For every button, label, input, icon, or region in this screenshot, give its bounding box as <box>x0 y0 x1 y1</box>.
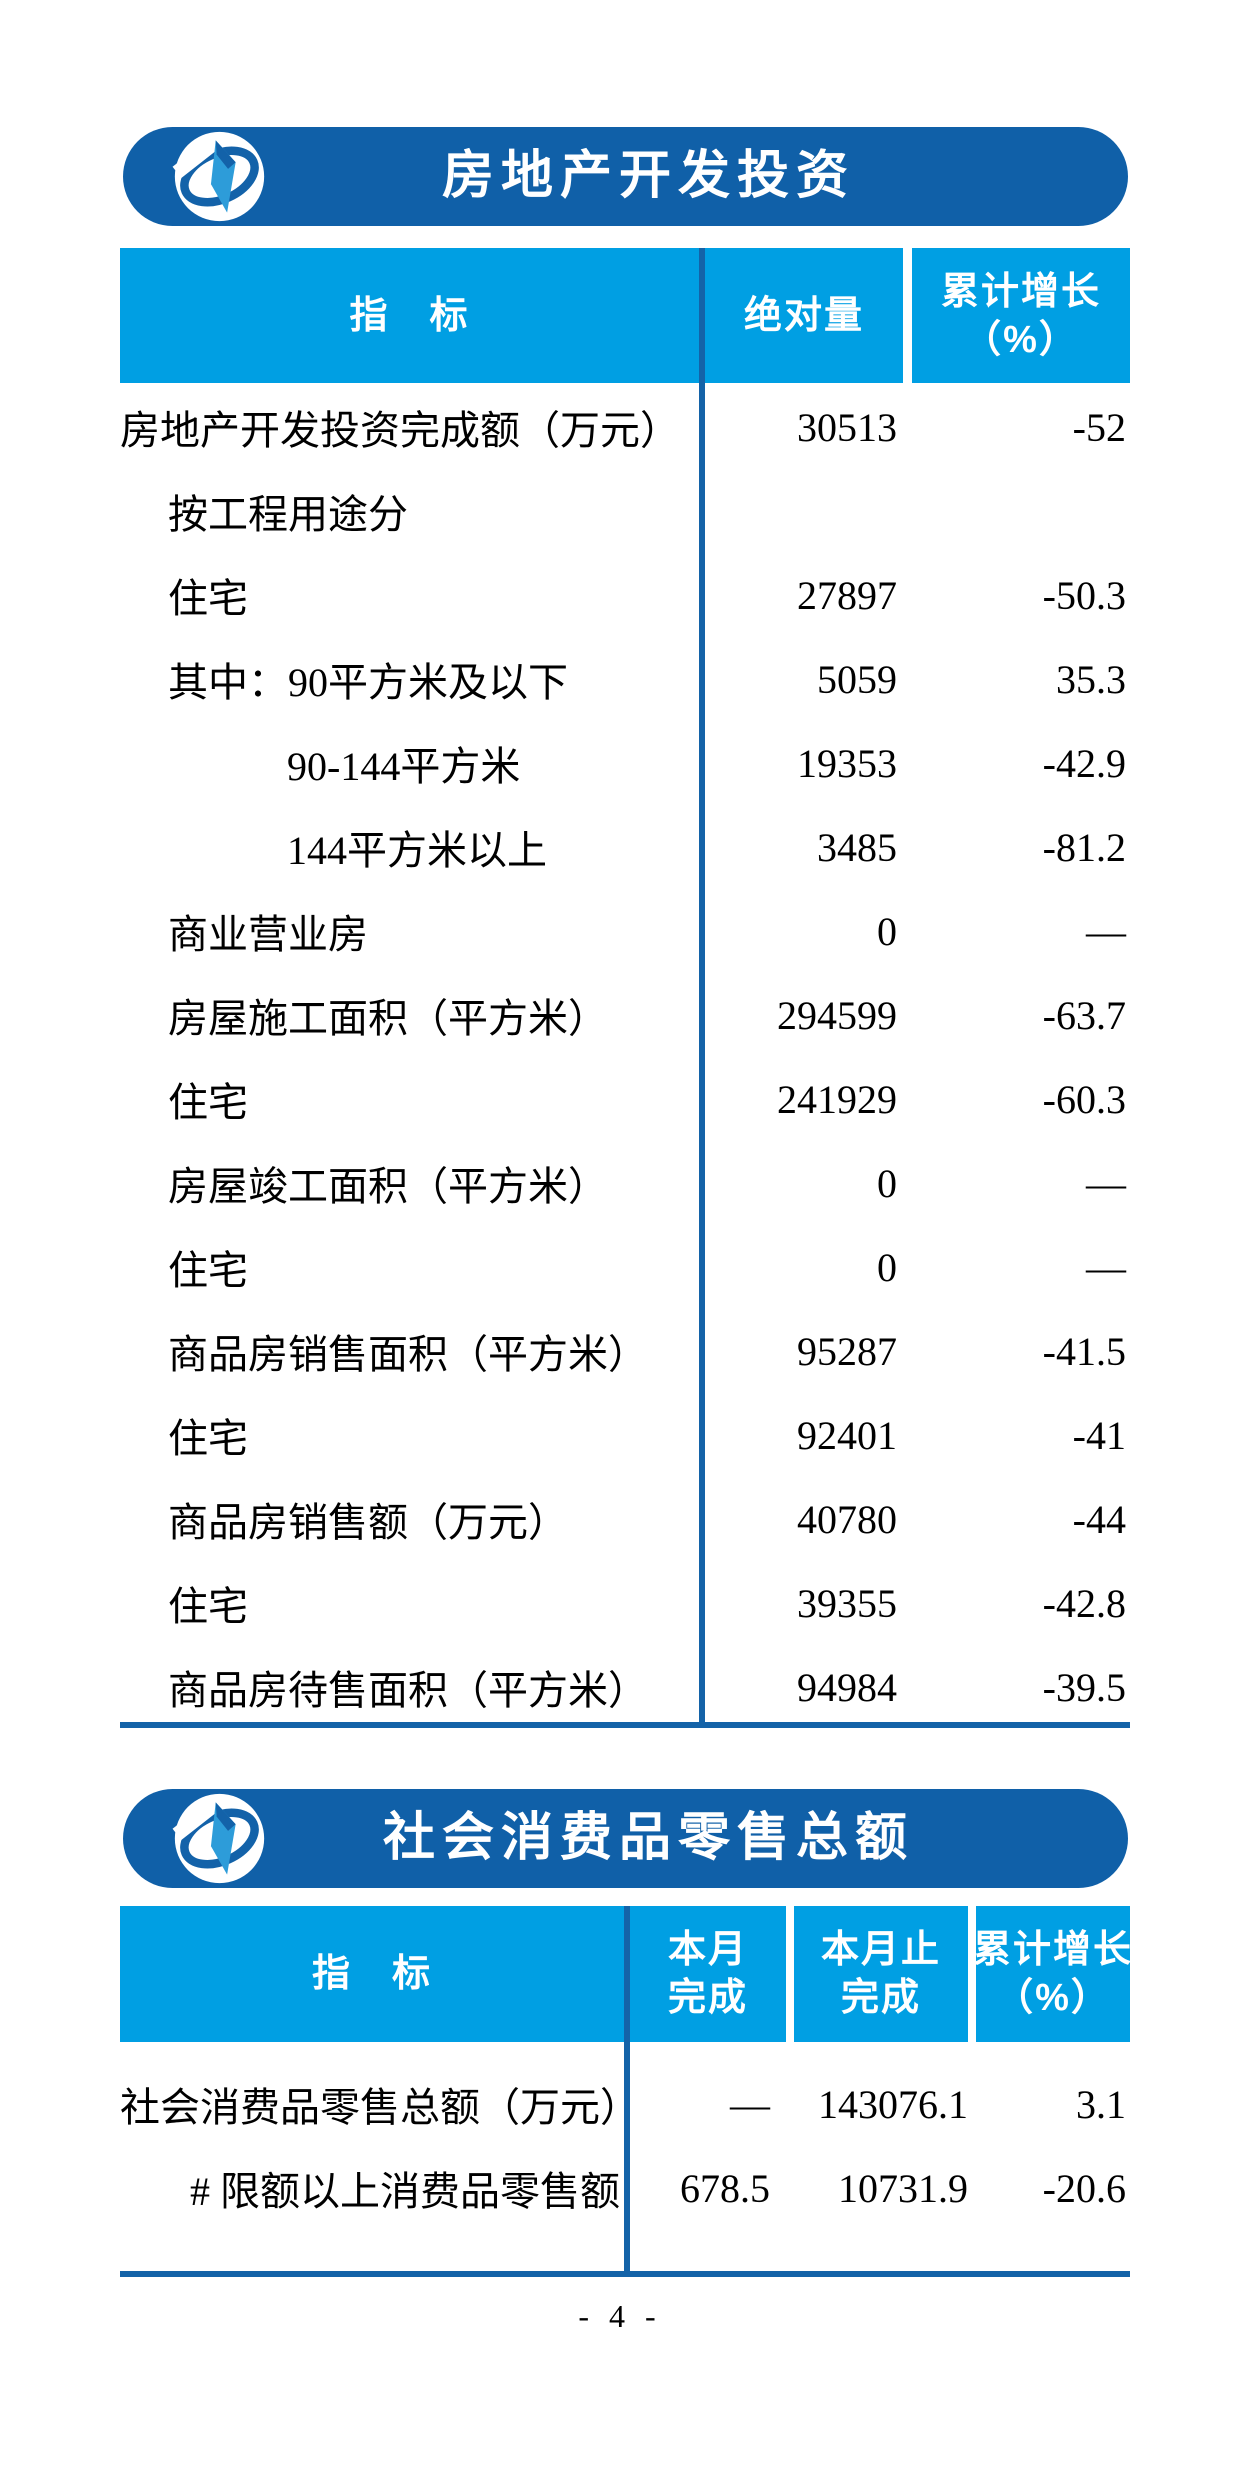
value-cell: 3485 <box>817 824 897 870</box>
stats-bureau-emblem-icon <box>172 1791 267 1886</box>
value-cell: 678.5 <box>680 2165 770 2211</box>
header-gap <box>786 1906 794 2042</box>
value-cell: 19353 <box>797 740 897 786</box>
value-cell: -41 <box>1072 1412 1126 1458</box>
column-divider-line <box>624 1906 630 2277</box>
real-estate-section-banner: 房地产开发投资 <box>123 127 1128 226</box>
value-cell: — <box>1086 908 1126 954</box>
value-column-header: 本月 完成 <box>630 1906 786 2042</box>
table-row: 商品房销售面积（平方米） 95287 -41.5 <box>120 1309 1130 1393</box>
value-cell: 3.1 <box>1076 2081 1126 2127</box>
value-cell: 5059 <box>817 656 897 702</box>
value-cell: -39.5 <box>1042 1664 1126 1710</box>
table-row: 住宅 27897 -50.3 <box>120 553 1130 637</box>
section-title: 社会消费品零售总额 <box>382 1809 914 1867</box>
table-row: 144平方米以上 3485 -81.2 <box>120 805 1130 889</box>
table-row: 住宅 92401 -41 <box>120 1393 1130 1477</box>
retail-table-header: 指 标本月 完成 本月止 完成 累计增长 （%） <box>120 1906 1131 2042</box>
value-cell: -63.7 <box>1042 992 1126 1038</box>
indicator-label: 其中：90平方米及以下 <box>168 660 568 705</box>
table-row: 房屋竣工面积（平方米） 0 — <box>120 1141 1130 1225</box>
table-row: 按工程用途分 <box>120 469 1130 553</box>
value-cell: 27897 <box>797 572 897 618</box>
value-cell: -42.8 <box>1042 1580 1126 1626</box>
indicator-label: 按工程用途分 <box>168 492 408 537</box>
indicator-label: 住宅 <box>168 576 248 621</box>
table-row: 房屋施工面积（平方米） 294599 -63.7 <box>120 973 1130 1057</box>
table-row: 住宅 39355 -42.8 <box>120 1561 1130 1645</box>
value-cell: 0 <box>877 908 897 954</box>
indicator-label: 商品房销售额（万元） <box>168 1500 568 1545</box>
value-cell: 143076.1 <box>818 2081 968 2127</box>
indicator-label: 住宅 <box>168 1584 248 1629</box>
indicator-label: 住宅 <box>168 1080 248 1125</box>
indicator-label: 房屋施工面积（平方米） <box>168 996 608 1041</box>
section-title: 房地产开发投资 <box>441 147 855 205</box>
value-cell: 35.3 <box>1056 656 1126 702</box>
table-row: 商品房销售额（万元） 40780 -44 <box>120 1477 1130 1561</box>
table-row: 房地产开发投资完成额（万元） 30513 -52 <box>120 385 1130 469</box>
value-cell: 294599 <box>777 992 897 1038</box>
table-row: 住宅 0 — <box>120 1225 1130 1309</box>
indicator-label: 住宅 <box>168 1416 248 1461</box>
real-estate-table-header: 指 标绝对量 累计增长 （%） <box>120 248 1130 383</box>
value-cell: -52 <box>1072 404 1126 450</box>
retail-sales-section-banner: 社会消费品零售总额 <box>123 1789 1128 1888</box>
value-cell: 10731.9 <box>838 2165 968 2211</box>
page-number: - 4 - <box>578 2298 662 2334</box>
value-column-header: 累计增长 （%） <box>912 248 1130 383</box>
table-row: 商业营业房 0 — <box>120 889 1130 973</box>
value-cell: 39355 <box>797 1580 897 1626</box>
value-cell: — <box>730 2081 770 2127</box>
value-cell: 30513 <box>797 404 897 450</box>
value-cell: -44 <box>1072 1496 1126 1542</box>
indicator-label: 144平方米以上 <box>287 828 547 873</box>
value-cell: -81.2 <box>1042 824 1126 870</box>
indicator-label: 商品房待售面积（平方米） <box>168 1668 648 1713</box>
value-cell: 40780 <box>797 1496 897 1542</box>
value-column-header: 绝对量 <box>705 248 903 383</box>
table-bottom-rule <box>120 1722 1130 1728</box>
indicator-column-header: 指 标 <box>120 1906 624 2042</box>
table-row: 社会消费品零售总额（万元） — 143076.1 3.1 <box>120 2062 1130 2146</box>
value-cell: -41.5 <box>1042 1328 1126 1374</box>
value-cell: 92401 <box>797 1412 897 1458</box>
value-cell: 94984 <box>797 1664 897 1710</box>
indicator-label: 商品房销售面积（平方米） <box>168 1332 648 1377</box>
value-column-header: 本月止 完成 <box>794 1906 968 2042</box>
table-row: # 限额以上消费品零售额 678.5 10731.9 -20.6 <box>120 2146 1130 2230</box>
indicator-label: # 限额以上消费品零售额 <box>190 2169 620 2214</box>
indicator-label: 社会消费品零售总额（万元） <box>120 2085 640 2130</box>
table-row: 商品房待售面积（平方米） 94984 -39.5 <box>120 1645 1130 1729</box>
indicator-label: 房地产开发投资完成额（万元） <box>120 408 680 453</box>
value-cell: -50.3 <box>1042 572 1126 618</box>
header-gap <box>968 1906 976 2042</box>
column-divider-line <box>699 248 705 1728</box>
retail-table-body: 社会消费品零售总额（万元） — 143076.1 3.1 # 限额以上消费品零售额 678… <box>120 2062 1130 2230</box>
value-cell: -20.6 <box>1042 2165 1126 2211</box>
value-cell: -42.9 <box>1042 740 1126 786</box>
value-cell: 0 <box>877 1160 897 1206</box>
real-estate-table-body: 房地产开发投资完成额（万元） 30513 -52 按工程用途分 住宅 27897 -50.3… <box>120 385 1130 1729</box>
indicator-label: 房屋竣工面积（平方米） <box>168 1164 608 1209</box>
header-gap <box>903 248 912 383</box>
value-cell: — <box>1086 1160 1126 1206</box>
table-row: 其中：90平方米及以下 5059 35.3 <box>120 637 1130 721</box>
indicator-label: 住宅 <box>168 1248 248 1293</box>
table-bottom-rule <box>120 2271 1130 2277</box>
value-column-header: 累计增长 （%） <box>973 1906 1131 2042</box>
table-row: 90-144平方米 19353 -42.9 <box>120 721 1130 805</box>
value-cell: 0 <box>877 1244 897 1290</box>
indicator-column-header: 指 标 <box>120 248 699 383</box>
value-cell: -60.3 <box>1042 1076 1126 1122</box>
indicator-label: 90-144平方米 <box>287 744 521 789</box>
value-cell: 95287 <box>797 1328 897 1374</box>
indicator-label: 商业营业房 <box>168 912 368 957</box>
value-cell: 241929 <box>777 1076 897 1122</box>
table-row: 住宅 241929 -60.3 <box>120 1057 1130 1141</box>
stats-bureau-emblem-icon <box>172 129 267 224</box>
value-cell: — <box>1086 1244 1126 1290</box>
